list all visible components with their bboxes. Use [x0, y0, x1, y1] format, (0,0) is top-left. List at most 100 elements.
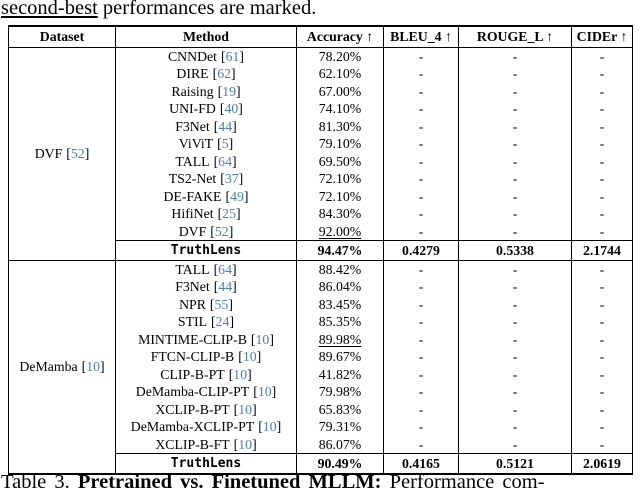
accuracy-cell: 79.98% — [296, 383, 384, 401]
table-row: CLIP-B-PT 10 41.82% - - - — [9, 365, 633, 383]
method-cell: ViViT5 — [115, 135, 297, 153]
bleu4-cell: - — [383, 205, 459, 223]
accuracy-cell: 88.42% — [296, 259, 384, 278]
table-row: HifiNet 25 84.30% - - - — [9, 205, 633, 223]
cider-cell: - — [571, 330, 633, 348]
table-row: DVF52 CNNDet61 78.20% - - - — [8, 47, 633, 260]
citation-link[interactable]: 49 — [225, 189, 248, 204]
accuracy-cell: 79.10% — [296, 135, 384, 153]
cider-cell: - — [571, 152, 633, 170]
citation-link[interactable]: 52 — [210, 224, 233, 239]
bleu4-cell: - — [383, 330, 459, 348]
citation-link[interactable]: 55 — [210, 297, 233, 312]
table-row: UNI-FD 40 74.10% - - - — [9, 100, 633, 118]
method-cell: F3Net 44 — [115, 117, 297, 135]
method-name: MINTIME-CLIP-B — [138, 331, 247, 347]
method-cell: NPR 55 — [115, 295, 297, 313]
rougel-cell: - — [458, 435, 572, 454]
citation-link[interactable]: 44 — [214, 119, 237, 134]
bleu4-cell: - — [383, 47, 459, 65]
rougel-cell: - — [458, 222, 572, 241]
col-header-bleu4: BLEU_4 ↑ — [383, 26, 459, 48]
accuracy-cell: 90.49% — [296, 453, 384, 474]
citation-link[interactable]: 10 — [234, 437, 257, 452]
cider-cell: - — [571, 295, 633, 313]
citation-link[interactable]: 37 — [220, 171, 243, 186]
citation-link[interactable]: 24 — [211, 314, 234, 329]
method-cell: CLIP-B-PT 10 — [115, 365, 297, 383]
citation-link[interactable]: 5 — [217, 136, 233, 151]
method-name: TALL — [175, 153, 210, 169]
method-cell: F3Net 44 — [115, 278, 297, 296]
accuracy-cell: 79.31% — [296, 418, 384, 436]
rougel-cell: - — [458, 205, 572, 223]
accuracy-cell: 62.10% — [296, 65, 384, 83]
cider-cell: - — [571, 65, 633, 83]
header-row: Dataset Method Accuracy ↑ BLEU_4 ↑ ROUGE… — [8, 26, 633, 48]
accuracy-cell: 86.07% — [296, 435, 384, 454]
method-name: XCLIP-B-FT — [155, 436, 230, 452]
bleu4-cell: 0.4279 — [383, 240, 459, 260]
table-row: XCLIP-B-PT 10 65.83% - - - — [9, 400, 633, 418]
rougel-cell: - — [458, 259, 572, 278]
table-row: DIRE 62 62.10% - - - — [9, 65, 633, 83]
cider-cell: - — [571, 170, 633, 188]
citation-link[interactable]: 10 — [234, 402, 257, 417]
cider-cell: - — [571, 435, 633, 454]
table-row: F3Net 44 86.04% - - - — [9, 278, 633, 296]
method-name: DVF — [178, 223, 207, 239]
rougel-cell: - — [458, 400, 572, 418]
method-cell: HifiNet 25 — [115, 205, 297, 223]
method-name: CNNDet — [167, 48, 218, 64]
bleu4-cell: - — [383, 170, 459, 188]
table-row: NPR 55 83.45% - - - — [9, 295, 633, 313]
rougel-cell: - — [458, 313, 572, 331]
rougel-cell: - — [458, 187, 572, 205]
citation-link[interactable]: 10 — [82, 359, 105, 374]
citation-link[interactable]: 25 — [218, 206, 241, 221]
method-cell: Raising 19 — [115, 82, 297, 100]
table-row: DVF52 92.00% - - - — [9, 222, 633, 241]
method-name: DeMamba-XCLIP-PT — [130, 419, 255, 434]
bleu4-cell: - — [383, 418, 459, 436]
citation-link[interactable]: 64 — [214, 262, 237, 277]
citation-link[interactable]: 10 — [229, 367, 252, 382]
rougel-cell: - — [458, 170, 572, 188]
cider-cell: - — [571, 313, 633, 331]
bleu4-cell: - — [383, 187, 459, 205]
truthlens-row: TruthLens 90.49% 0.4165 0.5121 2.0619 — [9, 453, 633, 474]
bleu4-cell: - — [383, 435, 459, 454]
table-row: Raising 19 67.00% - - - — [9, 82, 633, 100]
accuracy-cell: 83.45% — [296, 295, 384, 313]
method-name: DE-FAKE — [163, 188, 222, 204]
citation-link[interactable]: 10 — [253, 384, 276, 399]
table-row: TS2-Net37 72.10% - - - — [9, 170, 633, 188]
citation-link[interactable]: 64 — [214, 154, 237, 169]
cider-cell: - — [571, 278, 633, 296]
citation-link[interactable]: 19 — [218, 84, 241, 99]
citation-link[interactable]: 40 — [220, 101, 243, 116]
table-row: DeMamba10 TALL 64 88.42% - - - — [8, 259, 633, 474]
method-name: TS2-Net — [168, 171, 217, 186]
citation-link[interactable]: 61 — [221, 49, 244, 64]
truthlens-row: TruthLens 94.47% 0.4279 0.5338 2.1744 — [9, 240, 633, 260]
cider-cell: 2.1744 — [571, 240, 633, 260]
rougel-cell: 0.5121 — [458, 453, 572, 474]
citation-link[interactable]: 52 — [66, 146, 89, 161]
col-header-cider: CIDEr ↑ — [571, 26, 633, 48]
table-row: XCLIP-B-FT 10 86.07% - - - — [9, 435, 633, 454]
bleu4-cell: - — [383, 65, 459, 83]
rougel-cell: - — [458, 100, 572, 118]
citation-link[interactable]: 10 — [258, 419, 281, 434]
method-name: DeMamba-CLIP-PT — [135, 384, 250, 399]
citation-link[interactable]: 10 — [251, 332, 274, 347]
cider-cell: - — [571, 259, 633, 278]
rougel-cell: - — [458, 82, 572, 100]
method-name: Raising — [171, 83, 214, 99]
accuracy-cell: 94.47% — [296, 240, 384, 260]
method-name: TruthLens — [170, 243, 242, 258]
citation-link[interactable]: 44 — [214, 279, 237, 294]
citation-link[interactable]: 62 — [213, 66, 236, 81]
table-row: MINTIME-CLIP-B 10 89.98% - - - — [9, 330, 633, 348]
citation-link[interactable]: 10 — [238, 349, 261, 364]
